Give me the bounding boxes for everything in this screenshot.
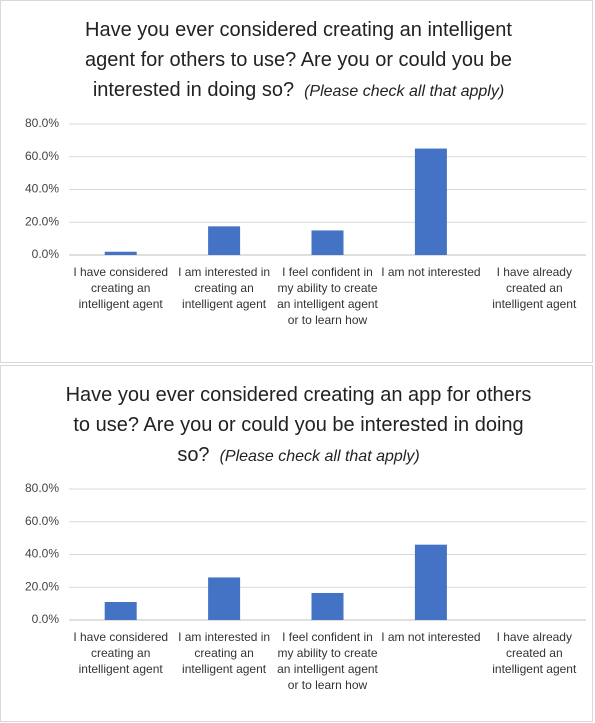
plot: 0.0% 20.0% 40.0% 60.0% 80.0% (25, 116, 586, 261)
x-tick-label: I am not interested (381, 265, 481, 279)
y-tick-label: 20.0% (25, 579, 59, 593)
title-text: Have you ever considered creating an app… (65, 384, 532, 466)
x-tick-label: I feel confident in my ability to create… (277, 630, 378, 692)
bar (208, 577, 241, 620)
plot: 0.0% 20.0% 40.0% 60.0% 80.0% (25, 481, 586, 626)
y-tick-label: 80.0% (25, 481, 59, 495)
y-tick-label: 40.0% (25, 547, 59, 561)
x-tick-label: I have considered creating an intelligen… (73, 630, 169, 676)
chart: Have you ever considered creating an app… (0, 365, 593, 722)
title-note: (Please check all that apply) (219, 448, 420, 465)
y-tick-label: 80.0% (25, 116, 59, 130)
bar (104, 251, 137, 255)
x-tick-label: I have already created an intelligent ag… (492, 630, 577, 676)
title-text: Have you ever considered creating an int… (85, 19, 512, 101)
chart-title: Have you ever considered creating an int… (61, 15, 536, 107)
bar (311, 230, 344, 255)
chart-title: Have you ever considered creating an app… (61, 380, 536, 472)
y-tick-label: 60.0% (25, 149, 59, 163)
x-tick-label: I feel confident in my ability to create… (277, 265, 378, 327)
y-tick-label: 60.0% (25, 514, 59, 528)
bar (414, 544, 447, 620)
x-tick-label: I have considered creating an intelligen… (73, 265, 169, 311)
y-tick-label: 0.0% (32, 612, 60, 626)
x-tick-label: I am interested in creating an intellige… (178, 630, 271, 676)
bar (414, 148, 447, 255)
x-tick-label: I have already created an intelligent ag… (492, 265, 577, 311)
x-tick-label: I am not interested (381, 630, 481, 644)
bar (311, 592, 344, 620)
y-tick-label: 0.0% (32, 247, 60, 261)
chart: Have you ever considered creating an int… (0, 0, 593, 363)
y-tick-label: 20.0% (25, 214, 59, 228)
x-tick-label: I am interested in creating an intellige… (178, 265, 271, 311)
title-note: (Please check all that apply) (304, 83, 505, 100)
y-tick-label: 40.0% (25, 182, 59, 196)
bar (208, 226, 241, 255)
bar (104, 601, 137, 620)
